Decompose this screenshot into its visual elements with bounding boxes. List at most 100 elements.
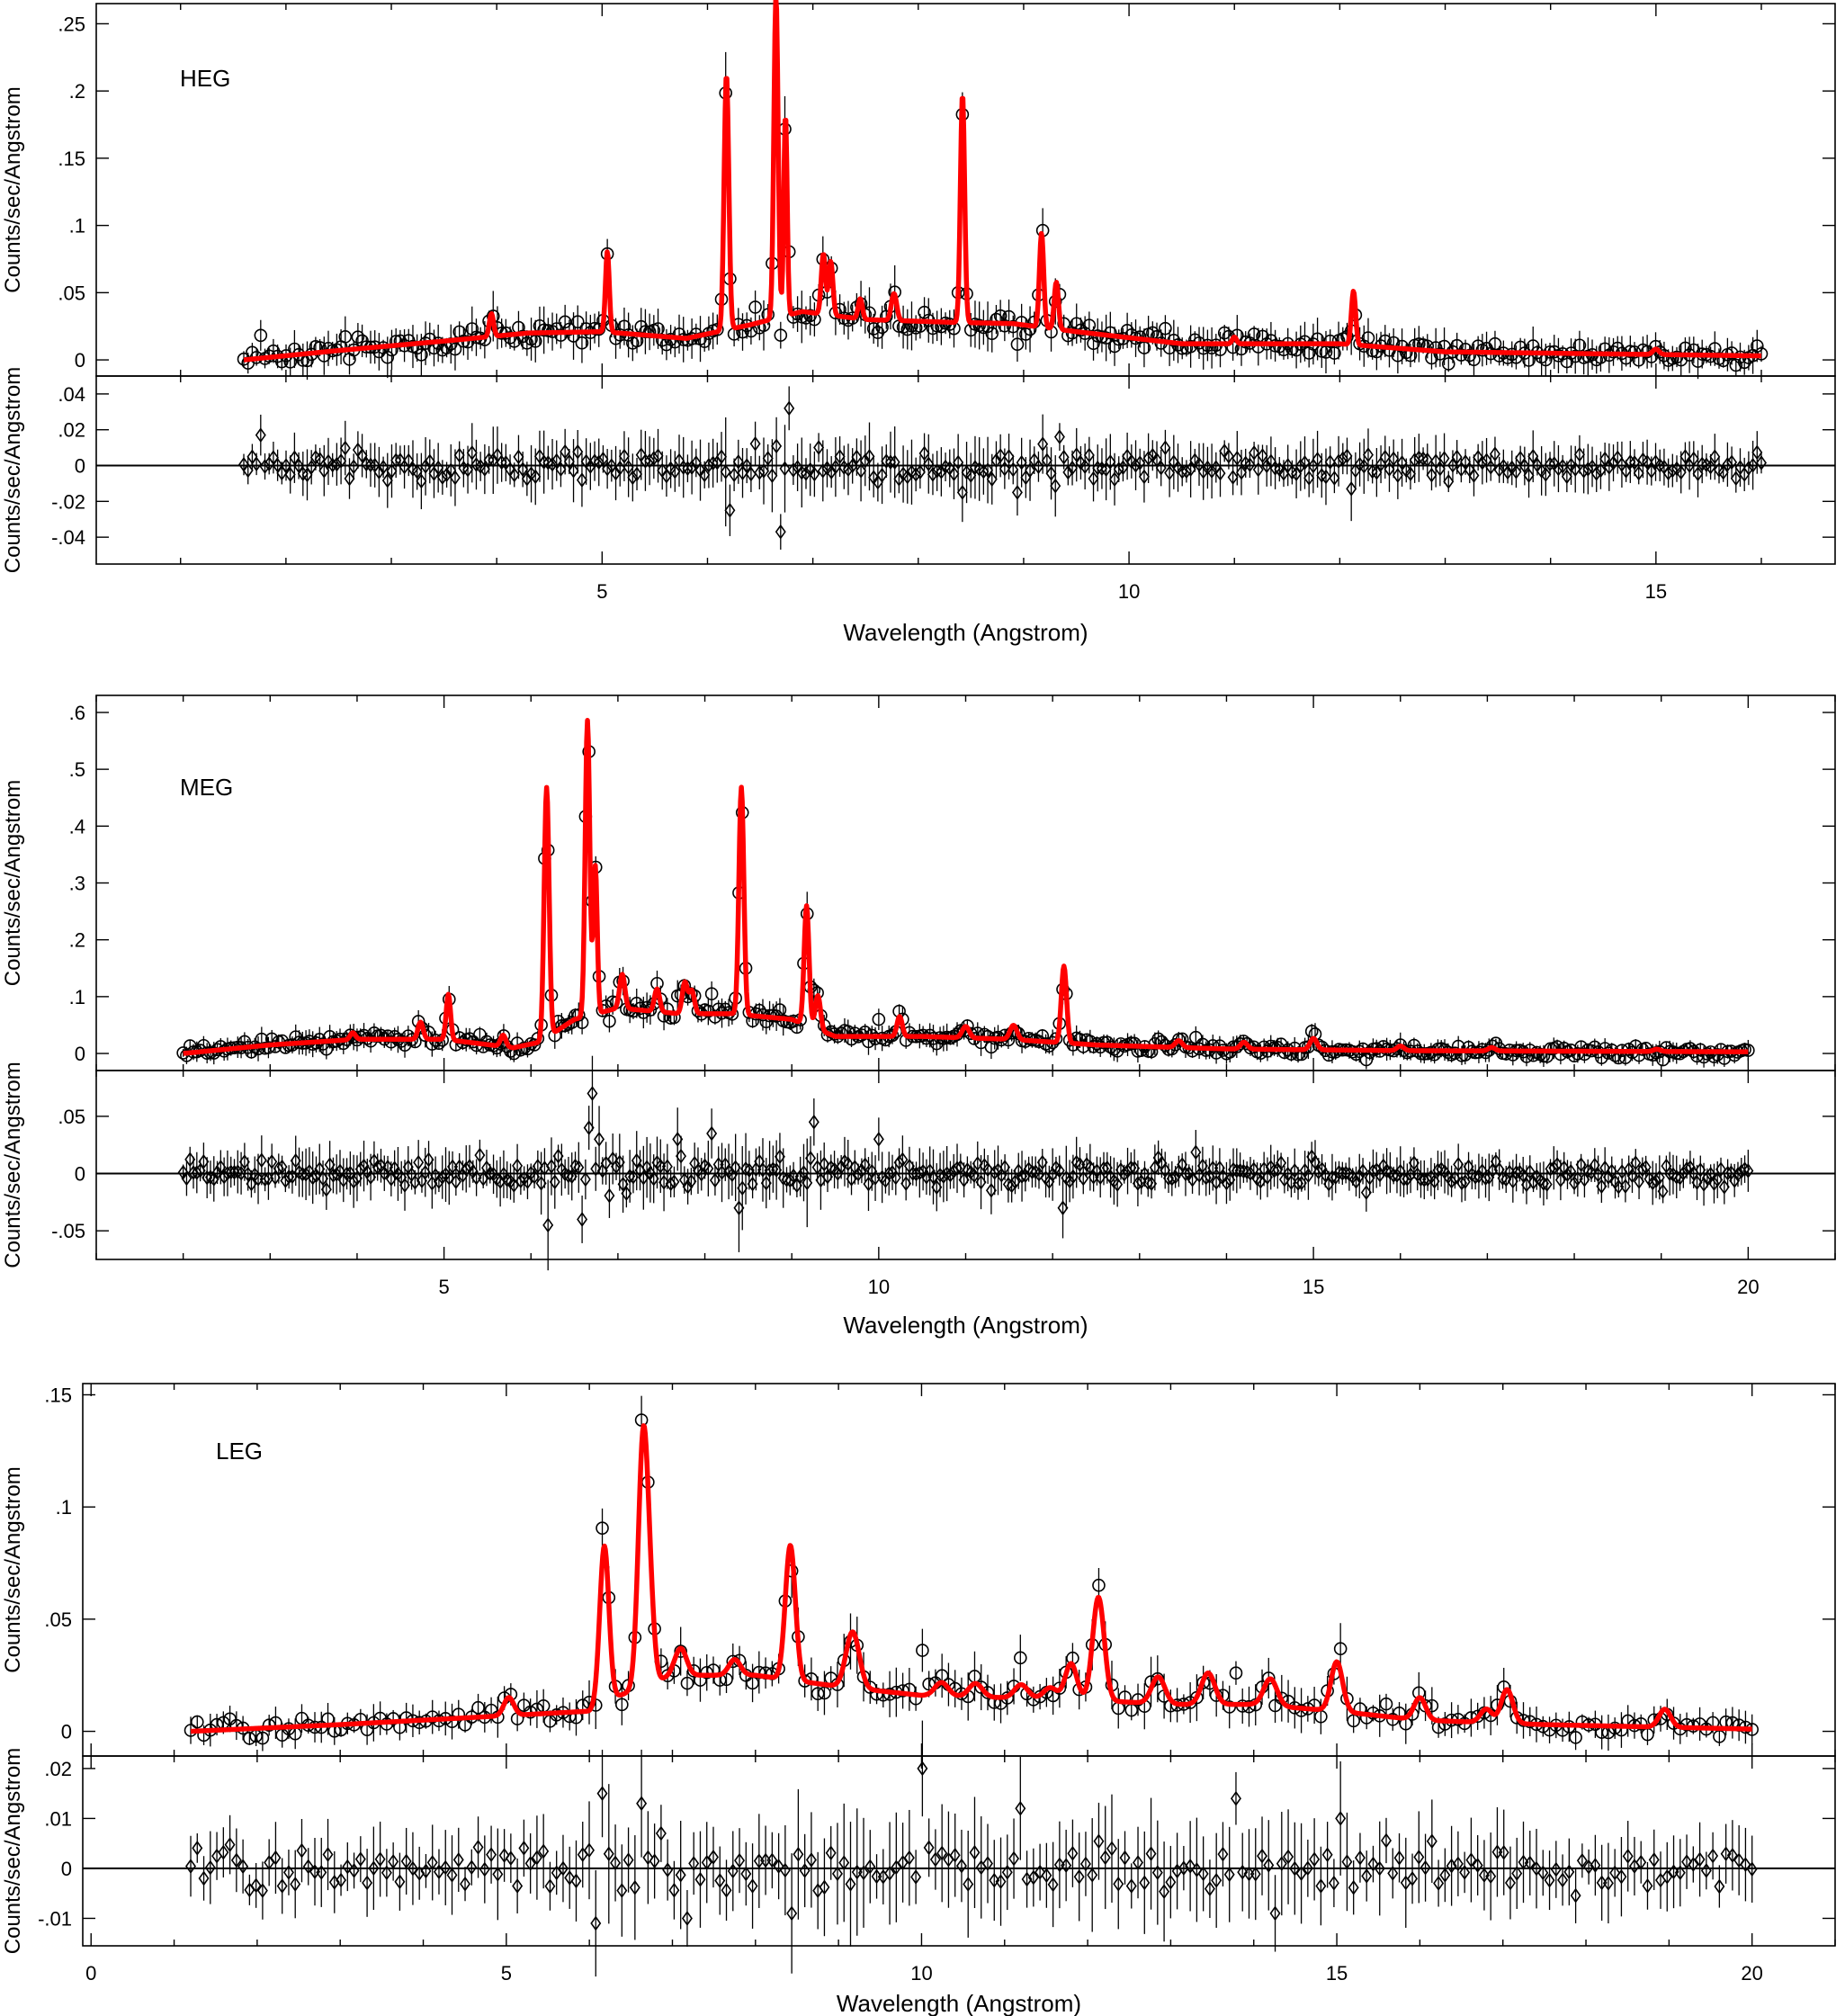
residual-frame — [82, 1755, 1836, 1947]
residual-point — [1237, 1864, 1249, 1880]
y-axis-label-residual: Counts/sec/Angstrom — [1, 1748, 25, 1954]
residual-point — [1545, 456, 1556, 472]
data-point — [674, 1644, 687, 1658]
residual-point — [669, 463, 681, 479]
residual-point — [936, 1845, 948, 1861]
residual-point — [1603, 459, 1615, 475]
residual-point — [388, 1853, 399, 1869]
residual-point — [631, 466, 643, 482]
residual-point — [1303, 1168, 1314, 1184]
spectrum-data-points — [184, 1395, 1759, 1752]
residual-point — [436, 470, 448, 485]
data-point — [223, 1712, 237, 1726]
residual-point — [727, 1863, 739, 1879]
residual-point — [1159, 1884, 1170, 1900]
residual-point — [1223, 1867, 1235, 1883]
residual-point — [1662, 465, 1674, 481]
model-curve — [181, 718, 1751, 1056]
data-point — [562, 322, 577, 336]
residual-point — [564, 1870, 576, 1886]
residual-point — [423, 1151, 434, 1168]
data-point — [1568, 349, 1582, 363]
x-axis-label: Wavelength (Angstrom) — [843, 1312, 1088, 1339]
residual-point — [1341, 1854, 1353, 1869]
residual-point — [618, 448, 630, 464]
residual-point — [668, 1882, 680, 1898]
residual-point — [573, 1160, 585, 1176]
residual-point — [881, 453, 892, 469]
residual-point — [1113, 1876, 1124, 1892]
residual-point — [1746, 1861, 1758, 1877]
residual-point — [597, 451, 609, 467]
residual-point — [276, 1878, 288, 1894]
residual-point — [342, 1859, 354, 1875]
residual-point — [1518, 458, 1530, 474]
residual-point — [1223, 448, 1234, 464]
data-point — [575, 336, 589, 350]
residual-point — [318, 462, 330, 479]
residual-point — [809, 466, 820, 482]
residual-point — [616, 1883, 628, 1898]
data-point — [528, 335, 542, 348]
y-tick-label: -.04 — [51, 526, 85, 549]
residual-point — [1374, 1860, 1385, 1877]
residual-point — [703, 457, 714, 473]
residual-point — [309, 1864, 320, 1879]
data-point — [1186, 1044, 1199, 1058]
residual-point — [1524, 1855, 1536, 1871]
data-point — [1624, 345, 1637, 359]
data-point — [834, 1026, 848, 1040]
residual-point — [799, 1863, 811, 1878]
panel-leg: 0 5 10 15 20 0 .05 .1 .15 -.01 0 .01 .02 Wavelength (… — [1, 1383, 1836, 2016]
residual-point — [505, 1850, 516, 1867]
residual-point — [242, 462, 254, 479]
residual-point — [999, 1160, 1011, 1175]
residual-point — [701, 1854, 712, 1870]
y-tick-label: 0 — [75, 455, 85, 478]
residual-point — [1341, 448, 1353, 464]
residual-point — [1249, 444, 1260, 461]
residual-point — [1557, 458, 1569, 474]
residual-point — [1388, 451, 1400, 467]
residual-point — [1134, 455, 1146, 470]
data-point — [1634, 1717, 1648, 1731]
residual-point — [1180, 463, 1192, 479]
residual-point — [1025, 462, 1036, 479]
data-point — [752, 1665, 766, 1680]
residual-frame — [95, 375, 1836, 565]
y-tick-label: -.01 — [38, 1907, 72, 1930]
residual-point — [314, 452, 326, 467]
residual-point — [901, 469, 913, 485]
residual-point — [1472, 1858, 1483, 1873]
y-tick-label: .2 — [69, 929, 85, 952]
residual-point — [1518, 1854, 1529, 1870]
residual-point — [1715, 1161, 1727, 1178]
residual-point — [1609, 1865, 1621, 1881]
x-tick-label: 15 — [1326, 1962, 1348, 1985]
residual-point — [949, 1847, 961, 1863]
residual-point — [1299, 454, 1311, 470]
residual-point — [953, 454, 964, 470]
residual-point — [362, 1875, 373, 1891]
data-point — [388, 1030, 401, 1044]
x-tick-label: 10 — [1118, 580, 1140, 603]
residual-point — [1067, 1845, 1079, 1861]
y-tick-label: .01 — [44, 1807, 72, 1830]
data-point — [471, 1700, 485, 1715]
residual-point — [524, 1856, 536, 1871]
residual-point — [348, 1863, 360, 1878]
residual-point — [204, 1859, 216, 1876]
residual-point — [929, 1851, 941, 1868]
data-point — [691, 1004, 705, 1018]
residual-point — [703, 1160, 714, 1177]
residual-point — [1058, 449, 1070, 465]
data-point — [748, 300, 762, 314]
residual-point — [1113, 461, 1124, 477]
data-point — [517, 1698, 531, 1713]
residual-point — [897, 1151, 909, 1168]
residual-point — [1252, 461, 1264, 478]
residual-point — [1133, 1855, 1144, 1870]
data-point — [900, 322, 915, 336]
y-tick-label: .6 — [69, 702, 85, 724]
residual-point — [394, 1874, 406, 1890]
